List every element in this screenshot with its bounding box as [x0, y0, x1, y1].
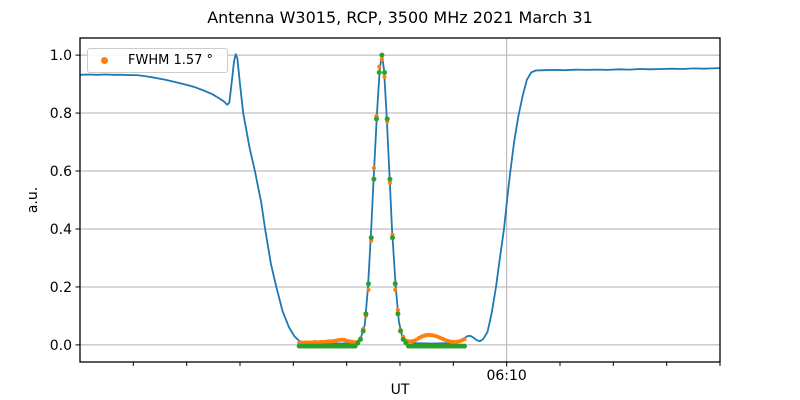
y-axis-label: a.u.: [25, 186, 41, 214]
green-points-series: [296, 52, 467, 349]
y-tick-label: 0.0: [50, 338, 72, 354]
y-axis-ticks: 0.0 0.2 0.4 0.6 0.8 1.0: [50, 48, 80, 354]
y-tick-label: 0.2: [50, 280, 72, 296]
x-tick-label: 06:10: [486, 368, 526, 384]
blue-line-series: [80, 53, 720, 345]
x-axis-ticks: 06:10: [132, 362, 721, 384]
chart-title: Antenna W3015, RCP, 3500 MHz 2021 March …: [207, 8, 593, 27]
legend-label: FWHM 1.57 °: [128, 53, 214, 68]
x-axis-label: UT: [390, 382, 410, 398]
y-tick-label: 0.8: [50, 106, 72, 122]
y-tick-label: 0.4: [50, 222, 72, 238]
plot-border: [79, 37, 721, 363]
legend: FWHM 1.57 °: [87, 48, 229, 73]
orange-points-series: [297, 57, 467, 345]
y-tick-label: 0.6: [50, 164, 72, 180]
y-tick-label: 1.0: [50, 48, 72, 64]
legend-marker-icon: [101, 57, 108, 64]
